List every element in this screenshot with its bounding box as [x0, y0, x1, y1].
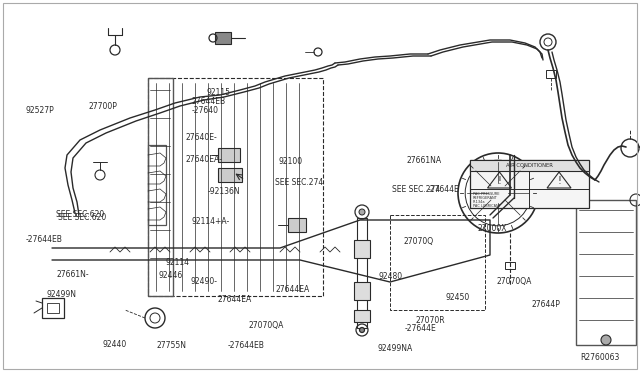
Text: 27644EA: 27644EA — [275, 285, 310, 294]
Bar — [218, 148, 240, 162]
Text: 27640E-: 27640E- — [186, 133, 218, 142]
Bar — [148, 78, 173, 296]
Bar — [354, 282, 370, 300]
Bar — [357, 218, 367, 328]
Bar — [546, 70, 556, 78]
Text: SEE SEC.274: SEE SEC.274 — [275, 178, 323, 187]
Text: !: ! — [557, 176, 561, 186]
Circle shape — [360, 327, 365, 333]
Bar — [288, 218, 306, 232]
Text: 92450: 92450 — [445, 293, 470, 302]
Text: -27644E: -27644E — [428, 185, 460, 194]
Text: 27700P: 27700P — [88, 102, 117, 111]
Circle shape — [601, 335, 611, 345]
Text: 92115: 92115 — [207, 88, 231, 97]
Text: 27755N: 27755N — [157, 341, 187, 350]
Text: 27070QA: 27070QA — [497, 278, 532, 286]
Text: -27644EB: -27644EB — [227, 341, 264, 350]
Text: PAC LUBRICANT: PAC LUBRICANT — [473, 204, 500, 208]
Text: 27070Q: 27070Q — [403, 237, 433, 246]
Text: R-134a: R-134a — [473, 200, 485, 204]
Text: SEE SEC.274: SEE SEC.274 — [392, 186, 440, 195]
Text: 27661N-: 27661N- — [56, 270, 89, 279]
Text: 92114+A-: 92114+A- — [192, 217, 230, 226]
Bar — [576, 200, 636, 345]
Text: 27644EB: 27644EB — [192, 97, 226, 106]
Text: 27661NA: 27661NA — [406, 156, 442, 165]
Text: PAC PRESSURE: PAC PRESSURE — [473, 192, 499, 196]
Text: 27644EA: 27644EA — [218, 295, 252, 304]
Text: -92136N: -92136N — [208, 187, 241, 196]
Text: REFRIGERANT: REFRIGERANT — [473, 196, 497, 200]
Text: 27000X: 27000X — [477, 224, 507, 233]
Bar — [470, 160, 589, 208]
Text: 92480: 92480 — [379, 272, 403, 281]
Circle shape — [490, 185, 506, 201]
Text: 92499N: 92499N — [47, 291, 77, 299]
Bar — [354, 240, 370, 258]
Bar — [354, 310, 370, 322]
Text: !: ! — [497, 176, 502, 186]
Bar — [148, 145, 166, 225]
Bar — [505, 262, 515, 269]
Text: 27070QA: 27070QA — [248, 321, 284, 330]
Text: -27644E: -27644E — [404, 324, 436, 333]
Text: R2760063: R2760063 — [580, 353, 620, 362]
Text: SEE SEC.620: SEE SEC.620 — [56, 210, 104, 219]
Bar — [42, 298, 64, 318]
Text: 27644P: 27644P — [531, 300, 560, 309]
Text: -27644EB: -27644EB — [26, 235, 63, 244]
Bar — [47, 303, 59, 313]
Text: -27640: -27640 — [192, 106, 219, 115]
Text: 27640EA-: 27640EA- — [186, 155, 223, 164]
Text: AIR CONDITIONER: AIR CONDITIONER — [506, 163, 553, 168]
Bar — [390, 215, 485, 310]
Text: 92114: 92114 — [165, 258, 189, 267]
Text: 92100: 92100 — [278, 157, 303, 166]
Text: 92440: 92440 — [102, 340, 127, 349]
Bar — [148, 78, 323, 296]
Text: 92446: 92446 — [159, 271, 183, 280]
Text: 92490-: 92490- — [191, 278, 218, 286]
Text: 92527P: 92527P — [26, 106, 54, 115]
Text: 27070R: 27070R — [415, 316, 445, 325]
Circle shape — [359, 209, 365, 215]
Bar — [215, 32, 231, 44]
Bar — [218, 168, 242, 182]
Text: 92499NA: 92499NA — [378, 344, 413, 353]
Bar — [470, 160, 589, 171]
Text: SEE SEC.620: SEE SEC.620 — [58, 214, 106, 222]
